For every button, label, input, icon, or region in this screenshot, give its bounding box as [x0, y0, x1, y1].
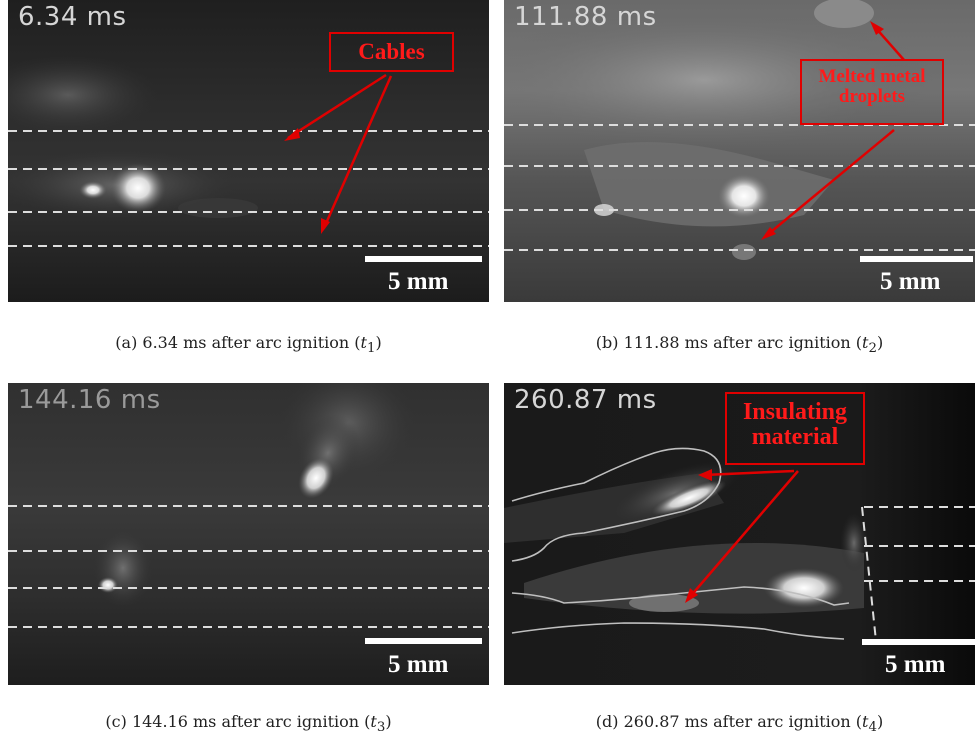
timestamp: 111.88 ms [514, 2, 657, 32]
timestamp: 6.34 ms [18, 2, 127, 32]
panel-b-photo [504, 0, 975, 302]
caption-sub: 4 [868, 720, 877, 736]
panel-c-photo [8, 383, 489, 685]
callout-line: Insulating [742, 399, 848, 425]
scale-label: 5 mm [880, 268, 941, 295]
caption-sub: 2 [868, 341, 877, 357]
timestamp: 144.16 ms [18, 385, 161, 415]
panel-c-image: 144.16 ms 5 mm [8, 383, 489, 685]
caption-var: t [360, 333, 367, 352]
panel-a-image: 6.34 ms Cables 5 mm [8, 0, 489, 302]
callout-line: Melted metal [818, 66, 926, 87]
callout-line: material [751, 424, 839, 451]
caption-sub: 3 [376, 720, 386, 736]
caption-end: ) [375, 333, 382, 352]
caption-var: t [862, 333, 869, 352]
scale-bar [862, 639, 975, 645]
caption-var: t [370, 712, 377, 731]
caption-a: (a) 6.34 ms after arc ignition (t1) [8, 333, 489, 356]
callout-insulating-material: Insulating material [725, 392, 865, 465]
caption-b: (b) 111.88 ms after arc ignition (t2) [504, 333, 975, 356]
caption-text: (b) 111.88 ms after arc ignition ( [595, 333, 863, 352]
callout-melted-metal-droplets: Melted metal droplets [800, 59, 944, 125]
callout-line: droplets [838, 85, 906, 107]
timestamp: 260.87 ms [514, 385, 657, 415]
scale-label: 5 mm [388, 651, 449, 678]
panel-a-photo [8, 0, 489, 302]
caption-end: ) [876, 333, 884, 352]
caption-d: (d) 260.87 ms after arc ignition (t4) [504, 712, 975, 735]
scale-bar [365, 638, 482, 644]
panel-d-image: 260.87 ms Insulating material 5 mm [504, 383, 975, 685]
caption-text: (d) 260.87 ms after arc ignition ( [595, 712, 863, 731]
scale-label: 5 mm [885, 651, 946, 678]
caption-c: (c) 144.16 ms after arc ignition (t3) [8, 712, 489, 735]
callout-cables: Cables [329, 32, 454, 72]
scale-bar [365, 256, 482, 262]
scale-label: 5 mm [388, 268, 449, 295]
caption-end: ) [876, 712, 884, 731]
caption-sub: 1 [366, 341, 376, 357]
caption-end: ) [385, 712, 392, 731]
caption-var: t [862, 712, 869, 731]
caption-text: (a) 6.34 ms after arc ignition ( [115, 333, 361, 352]
scale-bar [860, 256, 973, 262]
caption-text: (c) 144.16 ms after arc ignition ( [105, 712, 371, 731]
panel-b-image: 111.88 ms Melted metal droplets 5 mm [504, 0, 975, 302]
